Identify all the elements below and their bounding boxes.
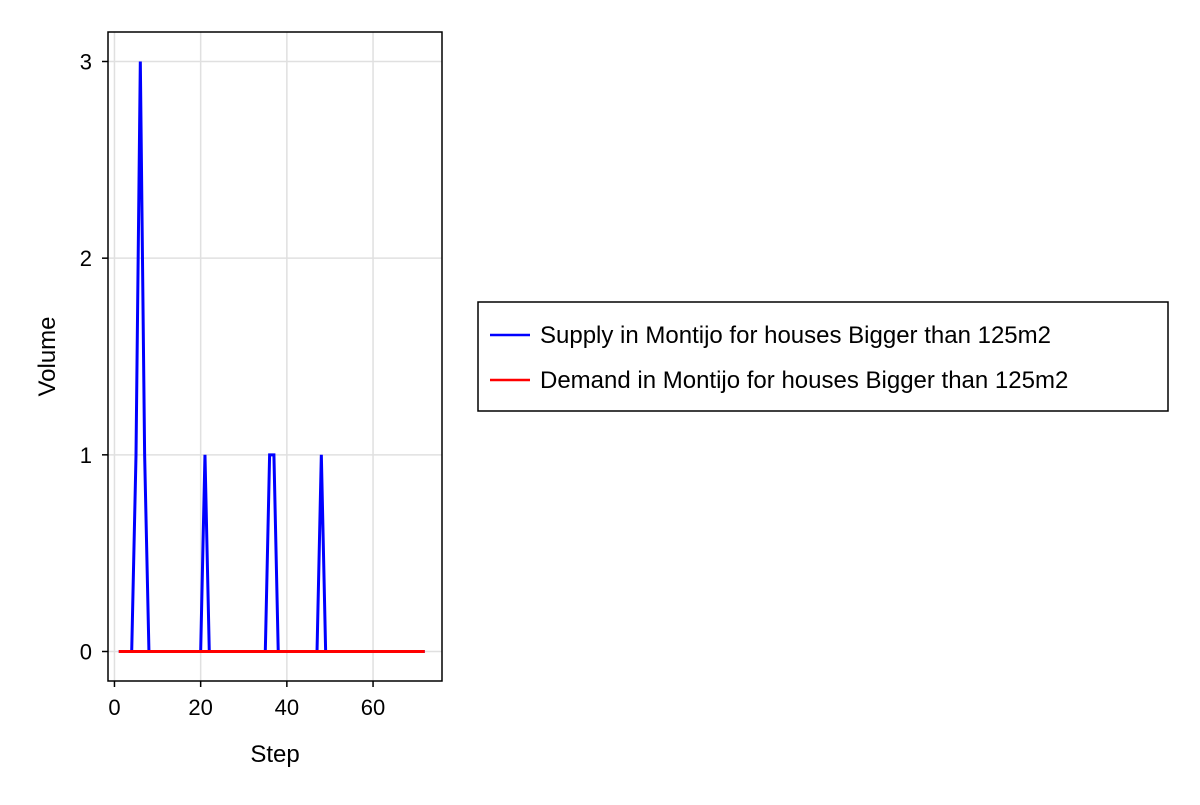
series-line-supply [118,61,425,653]
x-axis-title: Step [250,741,299,768]
x-tick-label: 20 [188,695,212,720]
y-tick-label: 3 [80,50,92,75]
legend: Supply in Montijo for houses Bigger than… [477,301,1169,412]
y-tick-label: 0 [80,640,92,665]
grid [108,32,442,681]
legend-label-supply: Supply in Montijo for houses Bigger than… [540,322,1051,349]
legend-label-demand: Demand in Montijo for houses Bigger than… [540,367,1068,394]
axis-ticks: 0 20 40 60 0 1 2 3 [80,50,386,721]
x-tick-label: 0 [108,695,120,720]
y-tick-label: 1 [80,443,92,468]
legend-box [477,301,1169,412]
y-axis-title: Volume [34,316,61,396]
plot-frame [107,31,443,682]
y-tick-label: 2 [80,246,92,271]
x-tick-label: 60 [361,695,385,720]
x-tick-label: 40 [275,695,299,720]
series-lines [118,61,425,653]
